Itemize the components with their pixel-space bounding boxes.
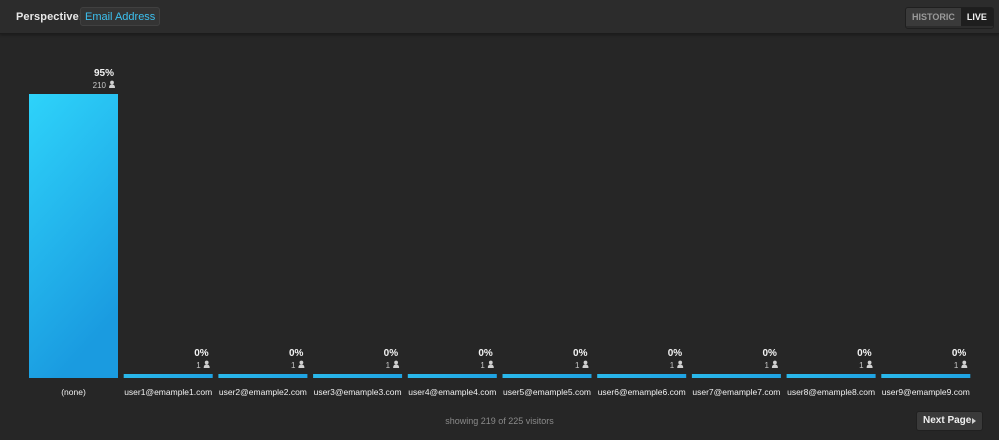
category-label: user9@emample9.com [882,387,970,397]
category-label: user4@emample4.com [408,387,496,397]
user-icon [771,360,778,368]
category-label: (none) [61,387,86,397]
user-icon [298,360,305,368]
bar-percent-label: 95% [94,68,114,79]
category-label: user2@emample2.com [219,387,307,397]
bar-count-label: 1 [670,361,675,370]
category-label: user7@emample7.com [692,387,780,397]
category-label: user5@emample5.com [503,387,591,397]
showing-count-text: showing 219 of 225 visitors [445,416,554,426]
perspective-dropdown[interactable]: Email Address [80,7,161,26]
next-page-label: Next Page [923,415,972,426]
top-bar: Perspective: Email Address HISTORIC LIVE [0,0,999,34]
bar-count-label: 1 [480,361,485,370]
category-label: user3@emample3.com [314,387,402,397]
bar-count-label: 1 [954,361,959,370]
bar-count-label: 210 [93,81,107,90]
bar-9[interactable] [881,374,971,378]
bar-6[interactable] [597,374,687,378]
bar-percent-label: 0% [289,348,304,359]
user-icon [677,360,684,368]
bar-count-label: 1 [859,361,864,370]
user-icon [487,360,494,368]
category-label: user8@emample8.com [787,387,875,397]
bar-count-label: 1 [291,361,296,370]
bar-8[interactable] [786,374,876,378]
bar-4[interactable] [407,374,497,378]
perspective-label: Perspective: [16,11,83,23]
bar-percent-label: 0% [384,348,399,359]
bar-count-label: 1 [386,361,391,370]
user-icon [961,360,968,368]
mode-toggle: HISTORIC LIVE [905,7,994,29]
category-label: user1@emample1.com [124,387,212,397]
bar-3[interactable] [313,374,403,378]
category-label: user6@emample6.com [598,387,686,397]
user-icon [203,360,210,368]
bar-2[interactable] [218,374,308,378]
live-button[interactable]: LIVE [960,8,993,26]
bar-0[interactable] [29,94,118,378]
bar-percent-label: 0% [762,348,777,359]
bar-count-label: 1 [196,361,201,370]
bar-count-label: 1 [575,361,580,370]
chevron-right-icon [972,418,976,424]
bar-percent-label: 0% [573,348,588,359]
bar-count-label: 1 [764,361,769,370]
bar-5[interactable] [502,374,592,378]
bar-percent-label: 0% [857,348,872,359]
historic-button[interactable]: HISTORIC [906,8,961,26]
user-icon [582,360,589,368]
user-icon [109,80,115,88]
bar-percent-label: 0% [478,348,493,359]
user-icon [393,360,400,368]
user-icon [866,360,873,368]
bar-1[interactable] [123,374,213,378]
bar-7[interactable] [691,374,781,378]
next-page-button[interactable]: Next Page [916,411,983,431]
bar-percent-label: 0% [668,348,683,359]
bar-percent-label: 0% [952,348,967,359]
bar-percent-label: 0% [194,348,209,359]
